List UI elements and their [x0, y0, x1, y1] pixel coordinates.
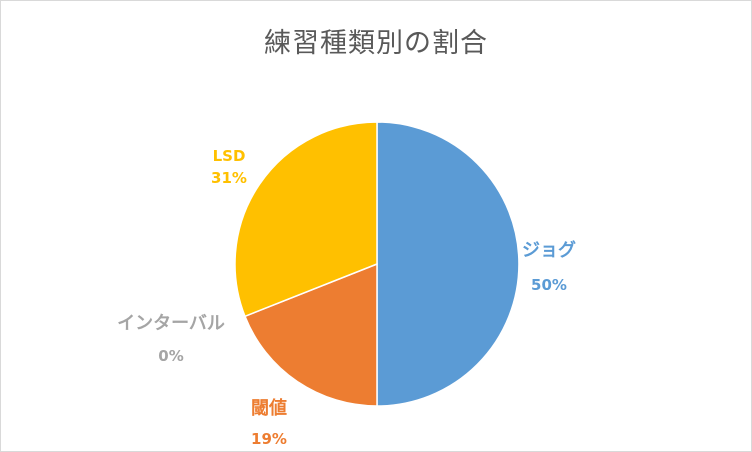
data-label-percent: 19% — [251, 430, 287, 448]
data-label-category: 閾値 — [251, 397, 287, 419]
data-label-category: インターバル — [117, 313, 225, 334]
pie-slice-1 — [243, 262, 378, 407]
chart-title: 練習種類別の割合 — [264, 28, 488, 59]
data-label-percent: 0% — [158, 347, 183, 365]
data-label-category: ジョグ — [522, 239, 576, 261]
pie-slice-3 — [234, 121, 378, 318]
pie-slice-0 — [376, 121, 520, 407]
data-label-percent: 31% — [211, 169, 247, 187]
data-label-percent: 50% — [531, 276, 567, 294]
data-label-category: LSD — [213, 147, 246, 165]
